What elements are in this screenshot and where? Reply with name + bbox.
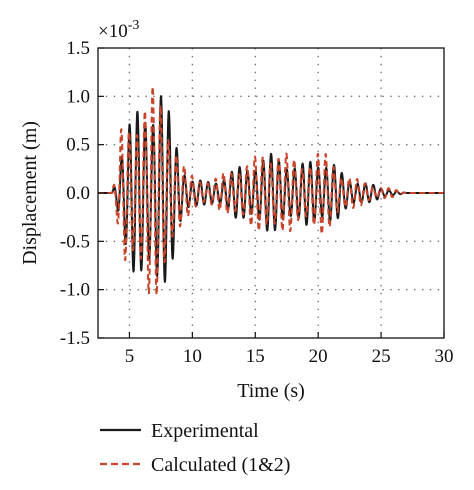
x-tick-label: 15 (246, 346, 265, 367)
y-tick-label: 0.0 (66, 183, 90, 204)
series-line-calculated (98, 85, 444, 296)
grid-lines (98, 48, 444, 338)
legend: Experimental Calculated (1&2) (100, 420, 290, 476)
x-tick-label: 5 (125, 346, 135, 367)
plot-area (98, 85, 444, 296)
y-tick-label: -0.5 (60, 231, 90, 252)
x-tick-label: 25 (372, 346, 391, 367)
y-tick-label: 1.5 (66, 38, 90, 59)
y-tick-label: 1.0 (66, 86, 90, 107)
y-axis-label: Displacement (m) (19, 121, 41, 265)
x-tick-label: 30 (435, 346, 454, 367)
y-tick-label: -1.5 (60, 328, 90, 349)
x-axis-label: Time (s) (237, 380, 305, 402)
x-tick-label: 10 (183, 346, 202, 367)
y-tick-label: 0.5 (66, 135, 90, 156)
legend-label-experimental: Experimental (151, 420, 259, 442)
legend-label-calculated: Calculated (1&2) (151, 454, 290, 476)
y-multiplier: ×10-3 (98, 18, 139, 42)
x-tick-label: 20 (309, 346, 328, 367)
tick-marks (98, 47, 445, 339)
tick-labels: 5 10 15 20 25 30 -1.5 -1.0 -0.5 0.0 0.5 1.0 1.5 (60, 38, 454, 367)
y-tick-label: -1.0 (60, 280, 90, 301)
